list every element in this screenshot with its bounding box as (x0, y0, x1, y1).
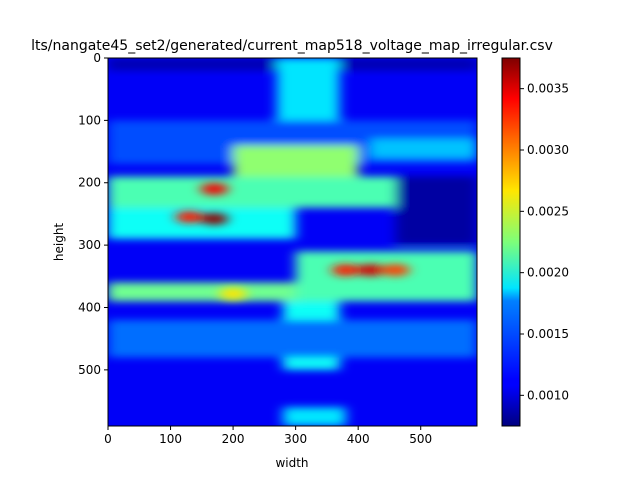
y-tick-label: 100 (78, 113, 101, 127)
heatmap-region (108, 176, 402, 208)
plot-frame (107, 57, 478, 427)
heatmap-region (370, 139, 477, 158)
x-tick-label: 300 (284, 432, 307, 446)
y-axis-label: height (52, 223, 66, 262)
colorbar-tick-label: 0.0035 (527, 82, 569, 96)
colorbar-tick-label: 0.0020 (527, 266, 569, 280)
x-tick-label: 500 (409, 432, 432, 446)
heatmap-region (108, 207, 296, 239)
colorbar-tick-label: 0.0025 (527, 204, 569, 218)
heatmap-hotspot (200, 182, 229, 195)
heatmap-region (108, 282, 296, 302)
heatmap-hotspot (200, 212, 229, 225)
chart-title: lts/nangate45_set2/generated/current_map… (31, 38, 553, 54)
y-tick-label: 300 (78, 238, 101, 252)
y-tick-label: 400 (78, 300, 101, 314)
x-tick-label: 0 (104, 432, 112, 446)
heatmap-hotspot (356, 264, 385, 277)
colorbar-tick-label: 0.0010 (527, 388, 569, 402)
heatmap-hotspot (175, 211, 204, 224)
heatmap-plot-area (108, 58, 477, 426)
heatmap-hotspot (219, 287, 248, 300)
heatmap-region (108, 319, 477, 358)
y-tick-label: 500 (78, 363, 101, 377)
y-tick-label: 200 (78, 176, 101, 190)
x-tick-label: 100 (159, 432, 182, 446)
colorbar: 0.0010 0.0015 0.0020 0.0025 0.0030 0.0035 (501, 57, 569, 427)
colorbar-gradient (501, 57, 521, 427)
x-axis-label: width (275, 456, 308, 470)
y-tick-label: 0 (93, 51, 101, 65)
colorbar-tick-label: 0.0015 (527, 327, 569, 341)
colorbar-tick-label: 0.0030 (527, 143, 569, 157)
x-tick-label: 200 (222, 432, 245, 446)
heatmap-region (283, 407, 346, 426)
heatmap-hotspot (331, 264, 360, 277)
heatmap-region (295, 251, 477, 302)
heatmap-region (395, 176, 477, 246)
x-tick-label: 400 (347, 432, 370, 446)
heatmap-hotspot (381, 264, 410, 277)
